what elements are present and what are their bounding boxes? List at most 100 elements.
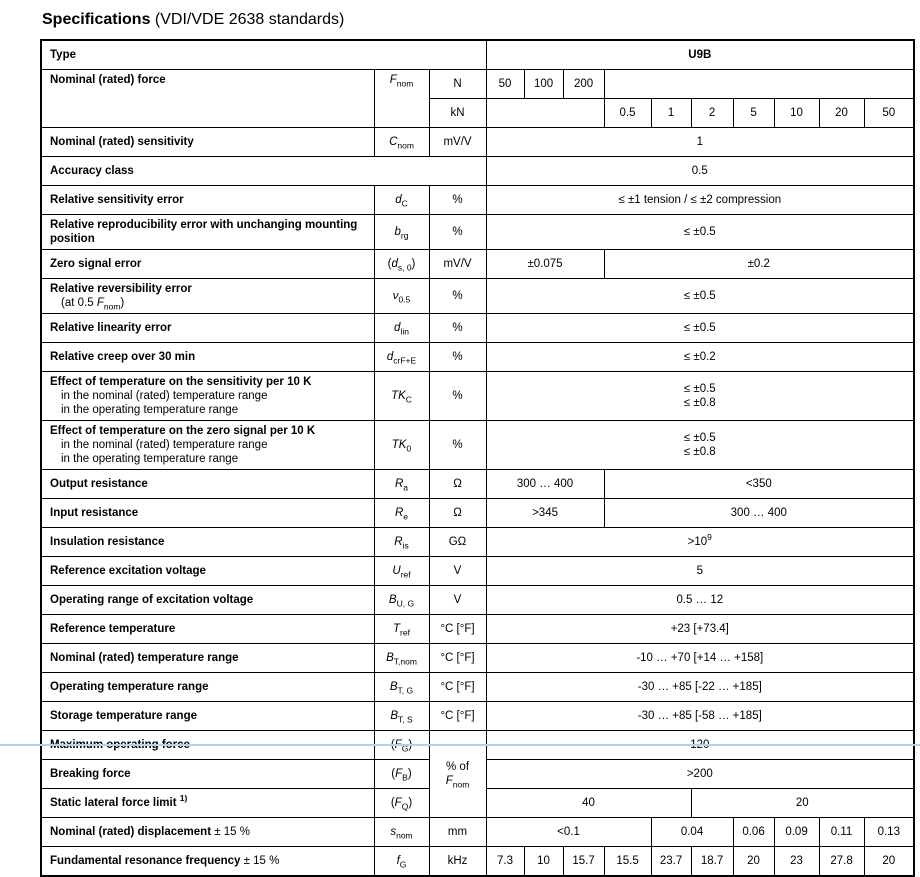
value-cell: 0.09 [773, 817, 820, 847]
symbol-cell: Uref [373, 556, 430, 586]
param-name-cell: Accuracy class [40, 156, 487, 186]
value-cell: -30 … +85 [-22 … +185] [485, 672, 915, 702]
symbol-cell: (FB) [373, 759, 430, 789]
value-cell: ≤ ±0.5 ≤ ±0.8 [485, 420, 915, 470]
value-cell: 0.06 [732, 817, 775, 847]
symbol-cell: dC [373, 185, 430, 215]
row-type: Type U9B [40, 39, 915, 70]
unit-cell: V [428, 556, 487, 586]
row-zero-signal-error: Zero signal error (ds, 0) mV/V ±0.075 ±0.2 [40, 249, 915, 279]
value-cell: 0.5 [485, 156, 915, 186]
symbol-cell: BT, G [373, 672, 430, 702]
row-creep: Relative creep over 30 min dcrF+E% ≤ ±0.2 [40, 342, 915, 372]
value-cell: <350 [603, 469, 915, 499]
value-cell: 20 [818, 98, 865, 128]
row-reference-temperature: Reference temperature Tref °C [°F] +23 [+73… [40, 614, 915, 644]
row-output-resistance: Output resistance Ra Ω 300 … 400 <350 [40, 469, 915, 499]
unit-cell: % [428, 313, 487, 343]
param-name-cell: Operating range of excitation voltage [40, 585, 375, 615]
param-name-cell: Nominal (rated) displacement ± 15 % [40, 817, 375, 847]
value-cell: 23 [773, 846, 820, 877]
unit-cell: Ω [428, 469, 487, 499]
value-cell: -30 … +85 [-58 … +185] [485, 701, 915, 731]
value-cell: 27.8 [818, 846, 865, 877]
value-cell: 0.13 [863, 817, 915, 847]
value-cell: >200 [485, 759, 915, 789]
value-cell [485, 98, 605, 128]
value-cell: 2 [690, 98, 734, 128]
value-cell: ≤ ±0.5 [485, 278, 915, 314]
value-cell: 10 [773, 98, 820, 128]
param-name-cell: Relative reversibility error (at 0.5 Fnom… [40, 278, 375, 314]
value-cell: <0.1 [485, 817, 652, 847]
value-cell: 20 [863, 846, 915, 877]
value-cell: 15.5 [603, 846, 652, 877]
spec-table-body: Type U9B Nominal (rated) force Fnom N 50 100 20… [40, 39, 915, 877]
value-cell: ≤ ±0.5 [485, 214, 915, 250]
symbol-cell: Re [373, 498, 430, 528]
value-cell: 0.5 [603, 98, 652, 128]
value-cell: ±0.075 [485, 249, 605, 279]
symbol-cell: BU, G [373, 585, 430, 615]
unit-cell: °C [°F] [428, 643, 487, 673]
model-cell: U9B [485, 39, 915, 70]
value-cell: ±0.2 [603, 249, 915, 279]
param-name-cell: Relative reproducibility error with unch… [40, 214, 375, 250]
unit-cell: kN [428, 98, 487, 128]
param-name-cell: Static lateral force limit 1) [40, 788, 375, 818]
unit-cell: Ω [428, 498, 487, 528]
unit-cell: % [428, 371, 487, 421]
row-temp-effect-zero-signal: Effect of temperature on the zero signal… [40, 420, 915, 470]
value-cell: 50 [485, 69, 525, 99]
value-cell: -10 … +70 [+14 … +158] [485, 643, 915, 673]
symbol-cell: dlin [373, 313, 430, 343]
row-nominal-force-n: Nominal (rated) force Fnom N 50 100 200 [40, 69, 915, 128]
value-cell: 20 [732, 846, 775, 877]
unit-cell: mV/V [428, 249, 487, 279]
value-cell: 23.7 [650, 846, 692, 877]
symbol-cell: TKC [373, 371, 430, 421]
symbol-cell: Fnom [373, 69, 430, 128]
value-cell: 100 [523, 69, 564, 99]
unit-cell: GΩ [428, 527, 487, 557]
row-operating-excitation-range: Operating range of excitation voltage BU,… [40, 585, 915, 615]
param-name-cell: Storage temperature range [40, 701, 375, 731]
param-name-cell: Insulation resistance [40, 527, 375, 557]
value-cell: 40 [485, 788, 692, 818]
unit-cell: mm [428, 817, 487, 847]
unit-cell: °C [°F] [428, 672, 487, 702]
param-name-cell: Breaking force [40, 759, 375, 789]
row-reversibility-error: Relative reversibility error (at 0.5 Fnom… [40, 278, 915, 314]
param-name-cell: Relative sensitivity error [40, 185, 375, 215]
value-cell: 1 [650, 98, 692, 128]
value-cell: 300 … 400 [603, 498, 915, 528]
param-name-cell: Reference temperature [40, 614, 375, 644]
unit-cell: °C [°F] [428, 614, 487, 644]
value-cell: ≤ ±1 tension / ≤ ±2 compression [485, 185, 915, 215]
type-label-cell: Type [40, 39, 487, 70]
param-name-cell: Effect of temperature on the sensitivity… [40, 371, 375, 421]
page-title: Specifications (VDI/VDE 2638 standards) [42, 10, 920, 30]
value-cell: ≤ ±0.5 ≤ ±0.8 [485, 371, 915, 421]
page-bottom-rule [0, 744, 920, 746]
row-resonance-frequency: Fundamental resonance frequency ± 15 % fG… [40, 846, 915, 877]
value-cell: 10 [523, 846, 564, 877]
spec-table: Type U9B Nominal (rated) force Fnom N 50 100 20… [40, 39, 916, 877]
row-nominal-force-kn: kN 0.5 1 2 5 10 20 50 [41, 98, 915, 128]
symbol-cell: dcrF+E [373, 342, 430, 372]
symbol-cell: TK0 [373, 420, 430, 470]
value-cell: 18.7 [690, 846, 734, 877]
value-cell: 200 [562, 69, 605, 99]
title-main: Specifications [42, 11, 151, 28]
value-cell: >109 [485, 527, 915, 557]
unit-cell: kHz [428, 846, 487, 877]
symbol-cell: BT,nom [373, 643, 430, 673]
param-name-cell: Input resistance [40, 498, 375, 528]
unit-cell: °C [°F] [428, 701, 487, 731]
value-cell: ≤ ±0.2 [485, 342, 915, 372]
param-name-cell: Operating temperature range [40, 672, 375, 702]
unit-cell: mV/V [428, 127, 487, 157]
param-name-cell: Nominal (rated) sensitivity [40, 127, 375, 157]
value-cell: 1 [485, 127, 915, 157]
value-cell: 7.3 [485, 846, 525, 877]
